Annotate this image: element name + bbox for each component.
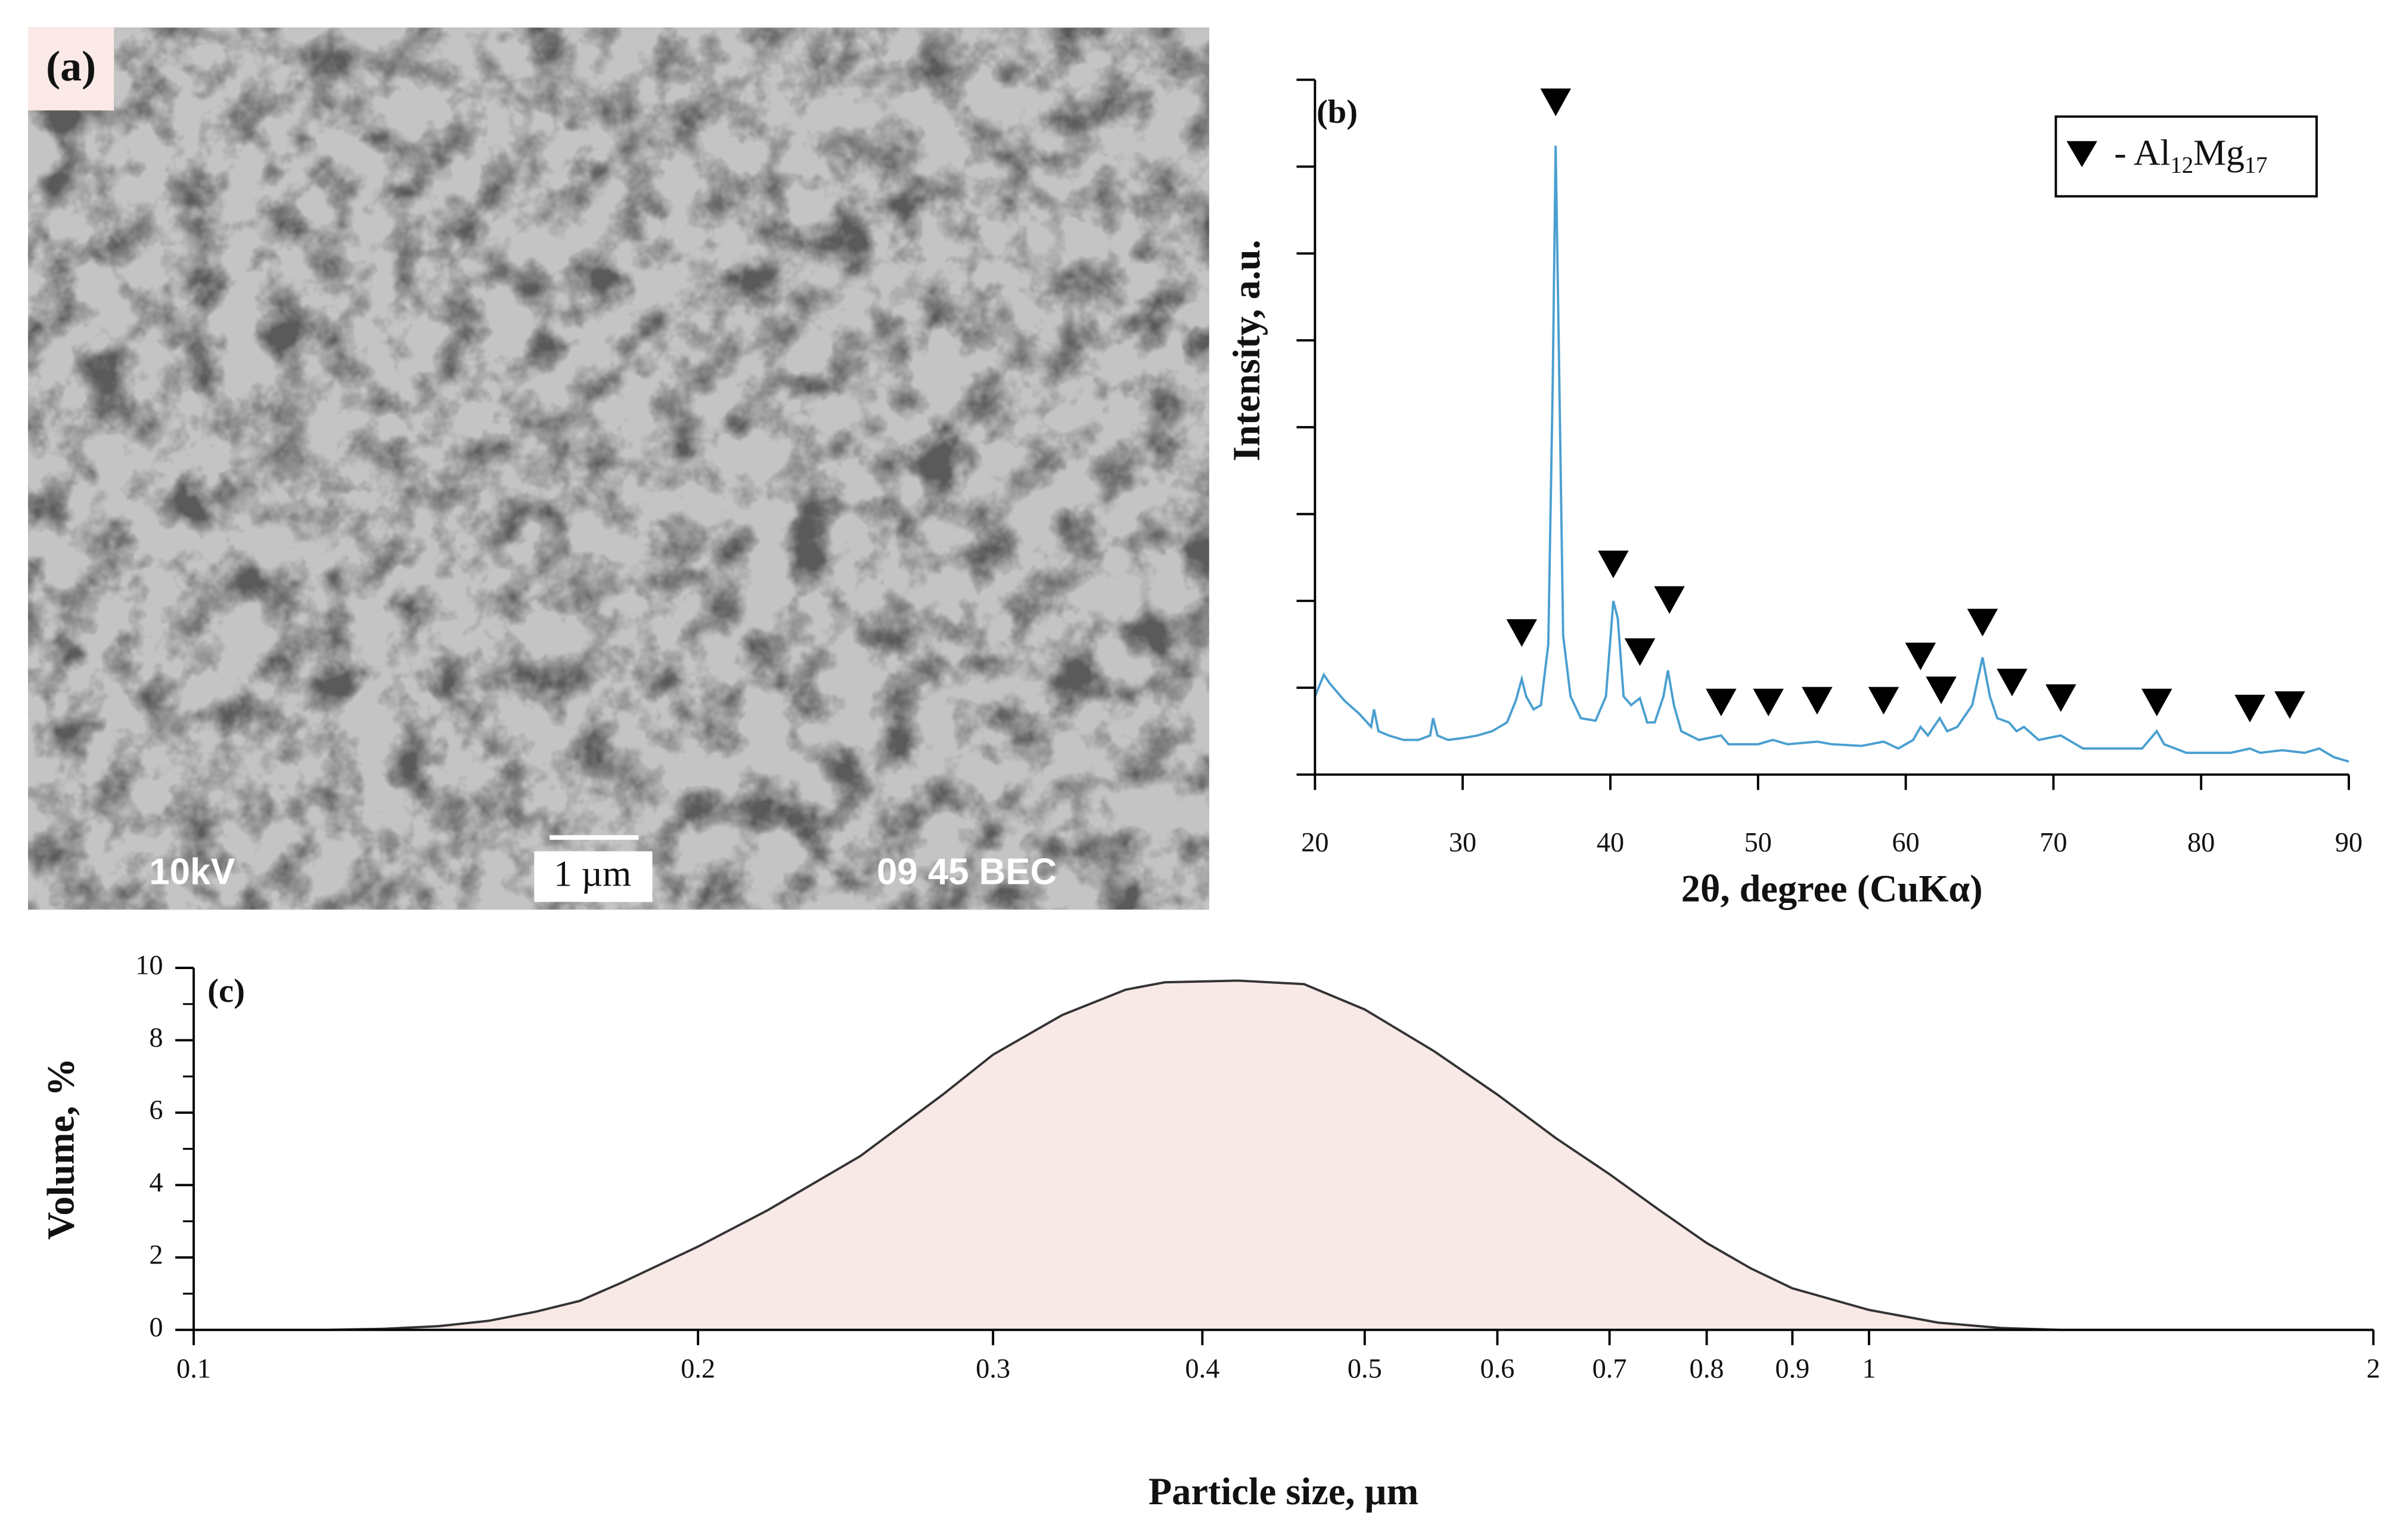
xrd-line <box>1314 145 2349 763</box>
x-axis-title: Particle size, µm <box>1148 1470 1418 1513</box>
legend-marker <box>2066 141 2097 167</box>
x-tick-label: 30 <box>1449 828 1476 858</box>
x-tick-label: 1 <box>1862 1354 1876 1384</box>
peak-marker <box>2045 684 2076 712</box>
peak-marker <box>1926 676 1957 704</box>
x-tick-label: 20 <box>1301 828 1328 858</box>
legend-label: - Al12Mg17 <box>2114 133 2267 178</box>
x-tick-label: 0.8 <box>1690 1354 1724 1384</box>
y-axis-title: Intensity, a.u. <box>1225 240 1268 461</box>
sem-texture <box>28 27 1209 910</box>
peak-marker <box>1905 642 1936 670</box>
legend-part: Mg <box>2193 133 2244 173</box>
peak-marker <box>2234 694 2265 723</box>
peak-marker <box>1802 687 1833 715</box>
peak-marker <box>2274 691 2305 719</box>
legend-part: 12 <box>2171 153 2194 178</box>
peak-marker <box>1997 669 2028 697</box>
x-tick-label: 50 <box>1744 828 1772 858</box>
x-tick-label: 0.9 <box>1775 1354 1809 1384</box>
peak-marker <box>1598 550 1629 579</box>
legend-box <box>2054 115 2318 198</box>
peak-marker <box>1868 687 1899 715</box>
y-tick-label: 6 <box>149 1095 163 1126</box>
x-tick-label: 0.3 <box>976 1354 1010 1384</box>
sem-voltage: 10kV <box>149 851 235 892</box>
x-tick-label: 90 <box>2335 828 2362 858</box>
label-bg <box>28 27 114 111</box>
y-tick-label: 8 <box>149 1023 163 1053</box>
peak-marker <box>1506 619 1538 647</box>
x-tick-label: 0.5 <box>1348 1354 1382 1384</box>
x-tick-label: 40 <box>1597 828 1624 858</box>
peak-marker <box>1967 608 1998 637</box>
panel-label: (b) <box>1317 94 1358 131</box>
sem-panel: (a) 10kV 1 µm 09 45 BEC <box>28 27 1209 910</box>
panel-label: (a) <box>46 42 96 90</box>
sem-info: 09 45 BEC <box>877 851 1057 892</box>
area-line <box>194 979 2374 1331</box>
panel-label: (c) <box>207 973 245 1010</box>
y-axis-title: Volume, % <box>40 1058 82 1240</box>
x-axis-title: 2θ, degree (CuKα) <box>1681 868 1983 910</box>
x-tick-label: 0.7 <box>1592 1354 1627 1384</box>
x-tick-label: 70 <box>2039 828 2067 858</box>
x-tick-label: 0.4 <box>1185 1354 1219 1384</box>
area-fill <box>194 980 2374 1330</box>
peak-marker <box>1654 586 1685 614</box>
y-tick-label: 10 <box>135 951 163 981</box>
scale-label: 1 µm <box>554 853 631 894</box>
peak-marker <box>1624 638 1656 666</box>
legend-part: 17 <box>2244 153 2268 178</box>
x-tick-label: 2 <box>2367 1354 2380 1384</box>
scale-box <box>534 851 653 902</box>
x-tick-label: 0.1 <box>176 1354 211 1384</box>
peak-marker <box>1540 88 1572 116</box>
y-tick-label: 4 <box>149 1168 163 1198</box>
peak-marker <box>1753 688 1784 716</box>
peak-marker <box>2141 688 2172 716</box>
y-tick-label: 2 <box>149 1240 163 1271</box>
x-tick-label: 80 <box>2187 828 2215 858</box>
x-tick-label: 60 <box>1892 828 1919 858</box>
x-tick-label: 0.6 <box>1480 1354 1514 1384</box>
legend-part: - Al <box>2114 133 2170 173</box>
peak-marker <box>1706 688 1737 716</box>
x-tick-label: 0.2 <box>681 1354 715 1384</box>
y-tick-label: 0 <box>149 1312 163 1343</box>
